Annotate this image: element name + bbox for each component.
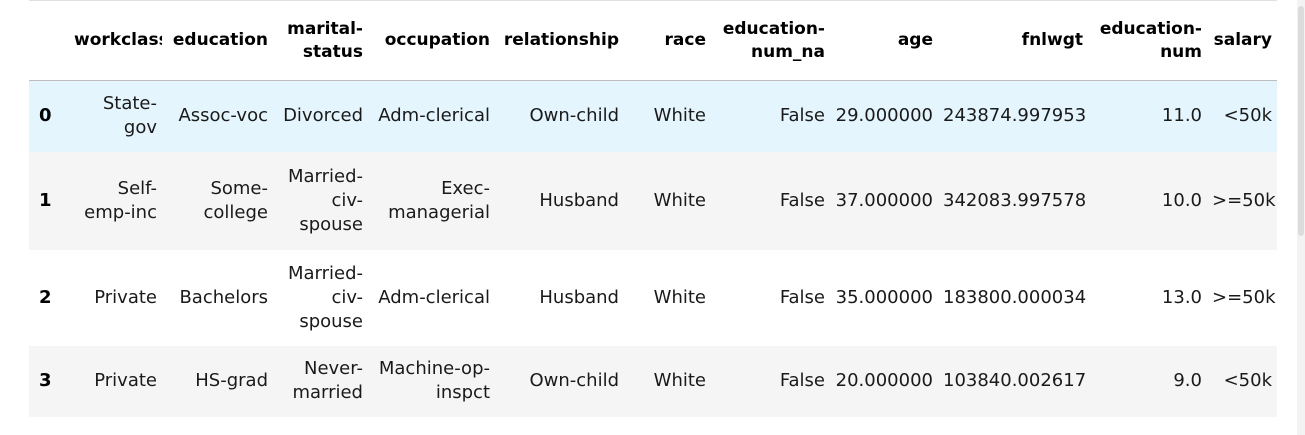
- cell-education-num-na: False: [779, 105, 825, 127]
- cell-education: Some-college: [203, 177, 269, 223]
- cell-workclass: Private: [94, 286, 157, 308]
- cell-occupation: Adm-clerical: [378, 286, 490, 308]
- cell-relationship: Own-child: [529, 370, 619, 391]
- cell-race: White: [653, 286, 706, 308]
- cell-occupation: Adm-clerical: [378, 105, 490, 127]
- cell-education-num-na: False: [779, 189, 825, 211]
- column-header-education-num: education-num: [1088, 1, 1207, 81]
- cell-age: 37.000000: [835, 189, 933, 211]
- row-index: 2: [39, 286, 52, 308]
- column-header-workclass: workclass: [69, 1, 162, 81]
- cell-education-num-na: False: [779, 370, 825, 391]
- cell-race: White: [653, 189, 706, 211]
- cell-workclass: Private: [94, 370, 157, 391]
- row-index: 0: [39, 105, 52, 127]
- column-header-relationship: relationship: [495, 1, 624, 81]
- cell-education-num: 13.0: [1161, 286, 1202, 308]
- cell-fnlwgt: 342083.997578: [943, 189, 1087, 211]
- cell-relationship: Husband: [539, 286, 619, 308]
- cell-education: Bachelors: [179, 286, 268, 308]
- row-index: 3: [39, 370, 52, 391]
- cell-race: White: [653, 105, 706, 127]
- cell-workclass: State-gov: [102, 93, 157, 139]
- header-row: workclass education marital-status occup…: [29, 1, 1277, 81]
- column-header-age: age: [830, 1, 938, 81]
- cell-fnlwgt: 183800.000034: [943, 286, 1087, 308]
- dataframe-table: workclass education marital-status occup…: [29, 1, 1277, 417]
- cell-education-num: 10.0: [1161, 189, 1202, 211]
- index-header: [29, 1, 69, 81]
- vertical-scrollbar[interactable]: [1297, 0, 1305, 435]
- cell-marital-status: Married-civ-spouse: [287, 262, 363, 332]
- scrollbar-thumb[interactable]: [1298, 6, 1304, 236]
- cell-fnlwgt: 103840.002617: [943, 370, 1087, 391]
- cell-education: HS-grad: [195, 370, 268, 391]
- cell-salary: <50k: [1223, 105, 1272, 127]
- cell-occupation: Machine-op-inspct: [378, 358, 490, 403]
- table-row: 2 Private Bachelors Married-civ-spouse A…: [29, 249, 1277, 346]
- column-header-salary: salary: [1207, 1, 1277, 81]
- cell-salary: >=50k: [1212, 286, 1276, 308]
- row-index: 1: [39, 189, 52, 211]
- cell-relationship: Husband: [539, 189, 619, 211]
- table-row: 0 State-gov Assoc-voc Divorced Adm-cleri…: [29, 80, 1277, 152]
- cell-marital-status: Never-married: [292, 358, 363, 403]
- cell-education-num-na: False: [779, 286, 825, 308]
- cell-marital-status: Divorced: [283, 105, 363, 127]
- cell-salary: >=50k: [1212, 189, 1276, 211]
- column-header-education: education: [162, 1, 273, 81]
- cell-education: Assoc-voc: [178, 105, 268, 127]
- table-row: 3 Private HS-grad Never-married Machine-…: [29, 345, 1277, 417]
- column-header-fnlwgt: fnlwgt: [938, 1, 1088, 81]
- table-row: 1 Self-emp-inc Some-college Married-civ-…: [29, 151, 1277, 250]
- cell-occupation: Exec-managerial: [388, 177, 490, 223]
- cell-education-num: 9.0: [1173, 370, 1202, 391]
- column-header-education-num-na: education-num_na: [711, 1, 830, 81]
- cell-education-num: 11.0: [1161, 105, 1202, 127]
- column-header-marital-status: marital-status: [273, 1, 368, 81]
- cell-race: White: [653, 370, 706, 391]
- cell-marital-status: Married-civ-spouse: [287, 165, 363, 235]
- cell-age: 35.000000: [835, 286, 933, 308]
- column-header-race: race: [624, 1, 711, 81]
- cell-workclass: Self-emp-inc: [84, 177, 157, 223]
- cell-age: 20.000000: [835, 370, 933, 391]
- cell-salary: <50k: [1223, 370, 1272, 391]
- cell-fnlwgt: 243874.997953: [943, 105, 1087, 127]
- top-divider: [29, 0, 1277, 1]
- cell-relationship: Own-child: [529, 105, 619, 127]
- column-header-occupation: occupation: [368, 1, 495, 81]
- cell-age: 29.000000: [835, 105, 933, 127]
